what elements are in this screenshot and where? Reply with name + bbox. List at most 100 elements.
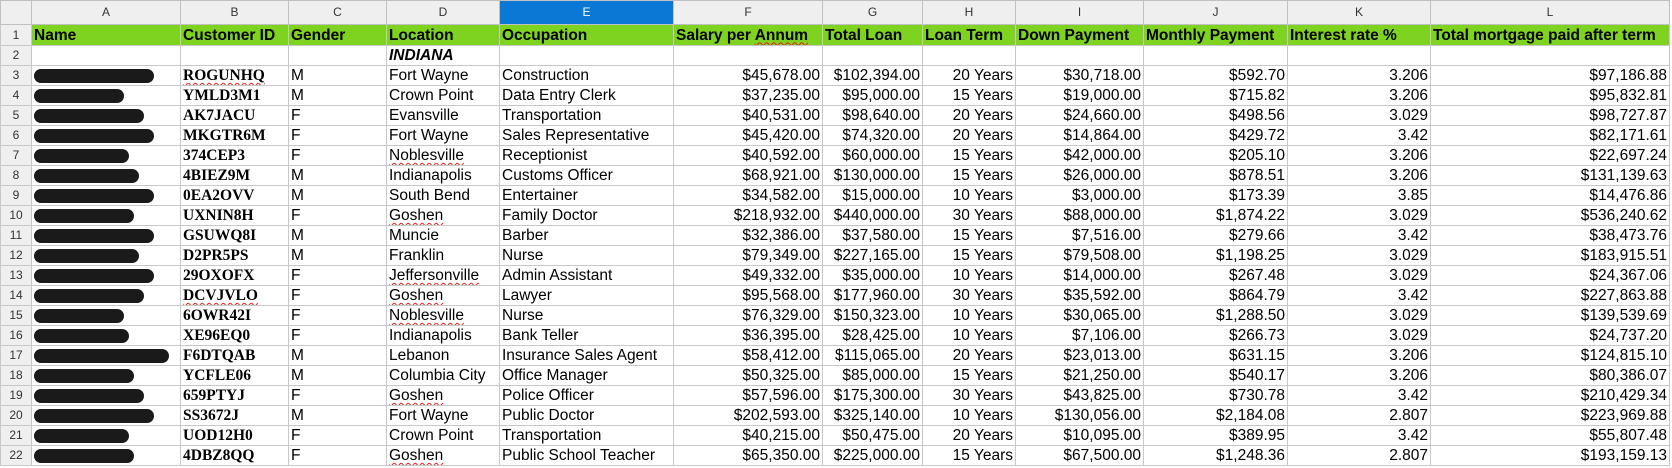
row-header-8[interactable]: 8 xyxy=(0,165,32,186)
column-header-e[interactable]: E xyxy=(499,0,674,25)
cell[interactable]: $267.48 xyxy=(1143,265,1288,286)
header-cell[interactable]: Total mortgage paid after term xyxy=(1430,24,1670,46)
header-cell[interactable]: Monthly Payment xyxy=(1143,24,1288,46)
column-header-c[interactable]: C xyxy=(288,0,387,25)
cell[interactable]: 3.029 xyxy=(1287,245,1431,266)
cell[interactable]: 2.807 xyxy=(1287,405,1431,426)
cell[interactable]: $49,332.00 xyxy=(673,265,823,286)
cell[interactable]: $19,000.00 xyxy=(1015,85,1144,106)
cell[interactable]: 30 Years xyxy=(922,285,1016,306)
cell[interactable]: Franklin xyxy=(386,245,500,266)
cell[interactable]: Fort Wayne xyxy=(386,405,500,426)
cell[interactable]: F xyxy=(288,305,387,326)
cell[interactable]: $730.78 xyxy=(1143,385,1288,406)
cell[interactable]: $440,000.00 xyxy=(822,205,923,226)
cell[interactable]: INDIANA xyxy=(386,45,500,66)
cell[interactable]: F xyxy=(288,105,387,126)
cell[interactable]: Fort Wayne xyxy=(386,125,500,146)
cell[interactable]: $183,915.51 xyxy=(1430,245,1670,266)
cell[interactable]: F xyxy=(288,325,387,346)
cell[interactable]: M xyxy=(288,245,387,266)
cell[interactable]: $498.56 xyxy=(1143,105,1288,126)
column-header-j[interactable]: J xyxy=(1143,0,1288,25)
cell[interactable]: Data Entry Clerk xyxy=(499,85,674,106)
cell[interactable] xyxy=(31,165,181,186)
cell[interactable] xyxy=(31,425,181,446)
cell[interactable] xyxy=(822,45,923,66)
select-all-corner[interactable] xyxy=(0,0,32,25)
row-header-6[interactable]: 6 xyxy=(0,125,32,146)
cell[interactable]: $24,660.00 xyxy=(1015,105,1144,126)
cell[interactable]: $74,320.00 xyxy=(822,125,923,146)
header-cell[interactable]: Interest rate % xyxy=(1287,24,1431,46)
cell[interactable]: F xyxy=(288,145,387,166)
cell[interactable] xyxy=(673,45,823,66)
cell[interactable]: $98,727.87 xyxy=(1430,105,1670,126)
cell[interactable]: $58,412.00 xyxy=(673,345,823,366)
cell[interactable]: 3.206 xyxy=(1287,345,1431,366)
cell[interactable]: $40,531.00 xyxy=(673,105,823,126)
cell[interactable]: 10 Years xyxy=(922,305,1016,326)
row-header-16[interactable]: 16 xyxy=(0,325,32,346)
cell[interactable]: Fort Wayne xyxy=(386,65,500,86)
cell[interactable]: Noblesville xyxy=(386,145,500,166)
column-header-l[interactable]: L xyxy=(1430,0,1670,25)
cell[interactable]: Police Officer xyxy=(499,385,674,406)
cell[interactable]: 20 Years xyxy=(922,345,1016,366)
cell[interactable]: $28,425.00 xyxy=(822,325,923,346)
row-header-11[interactable]: 11 xyxy=(0,225,32,246)
cell[interactable]: 374CEP3 xyxy=(180,145,289,166)
cell[interactable]: $23,013.00 xyxy=(1015,345,1144,366)
header-cell[interactable]: Customer ID xyxy=(180,24,289,46)
cell[interactable] xyxy=(31,105,181,126)
cell[interactable]: $1,874.22 xyxy=(1143,205,1288,226)
cell[interactable]: Entertainer xyxy=(499,185,674,206)
cell[interactable]: $40,592.00 xyxy=(673,145,823,166)
row-header-7[interactable]: 7 xyxy=(0,145,32,166)
cell[interactable]: 6OWR42I xyxy=(180,305,289,326)
cell[interactable]: M xyxy=(288,185,387,206)
cell[interactable]: 3.85 xyxy=(1287,185,1431,206)
cell[interactable] xyxy=(922,45,1016,66)
cell[interactable]: $536,240.62 xyxy=(1430,205,1670,226)
cell[interactable]: Insurance Sales Agent xyxy=(499,345,674,366)
cell[interactable]: $50,325.00 xyxy=(673,365,823,386)
cell[interactable]: Jeffersonville xyxy=(386,265,500,286)
cell[interactable]: M xyxy=(288,345,387,366)
cell[interactable]: $227,165.00 xyxy=(822,245,923,266)
cell[interactable]: 4DBZ8QQ xyxy=(180,445,289,466)
cell[interactable]: Receptionist xyxy=(499,145,674,166)
cell[interactable]: 3.206 xyxy=(1287,65,1431,86)
cell[interactable]: $124,815.10 xyxy=(1430,345,1670,366)
cell[interactable]: Goshen xyxy=(386,205,500,226)
cell[interactable]: $88,000.00 xyxy=(1015,205,1144,226)
cell[interactable]: $279.66 xyxy=(1143,225,1288,246)
cell[interactable]: $37,580.00 xyxy=(822,225,923,246)
cell[interactable]: Noblesville xyxy=(386,305,500,326)
cell[interactable]: 20 Years xyxy=(922,105,1016,126)
cell[interactable]: YMLD3M1 xyxy=(180,85,289,106)
cell[interactable]: $1,248.36 xyxy=(1143,445,1288,466)
cell[interactable]: Sales Representative xyxy=(499,125,674,146)
cell[interactable]: 15 Years xyxy=(922,365,1016,386)
cell[interactable] xyxy=(31,65,181,86)
cell[interactable]: Nurse xyxy=(499,245,674,266)
cell[interactable]: 3.206 xyxy=(1287,165,1431,186)
cell[interactable]: 4BIEZ9M xyxy=(180,165,289,186)
cell[interactable]: D2PR5PS xyxy=(180,245,289,266)
cell[interactable]: F6DTQAB xyxy=(180,345,289,366)
cell[interactable]: $60,000.00 xyxy=(822,145,923,166)
header-cell[interactable]: Gender xyxy=(288,24,387,46)
cell[interactable]: GSUWQ8I xyxy=(180,225,289,246)
cell[interactable]: 10 Years xyxy=(922,185,1016,206)
cell[interactable]: AK7JACU xyxy=(180,105,289,126)
cell[interactable]: $218,932.00 xyxy=(673,205,823,226)
cell[interactable]: $15,000.00 xyxy=(822,185,923,206)
cell[interactable] xyxy=(499,45,674,66)
cell[interactable] xyxy=(31,385,181,406)
cell[interactable]: $55,807.48 xyxy=(1430,425,1670,446)
cell[interactable]: $715.82 xyxy=(1143,85,1288,106)
cell[interactable]: $592.70 xyxy=(1143,65,1288,86)
cell[interactable]: $223,969.88 xyxy=(1430,405,1670,426)
column-header-a[interactable]: A xyxy=(31,0,181,25)
